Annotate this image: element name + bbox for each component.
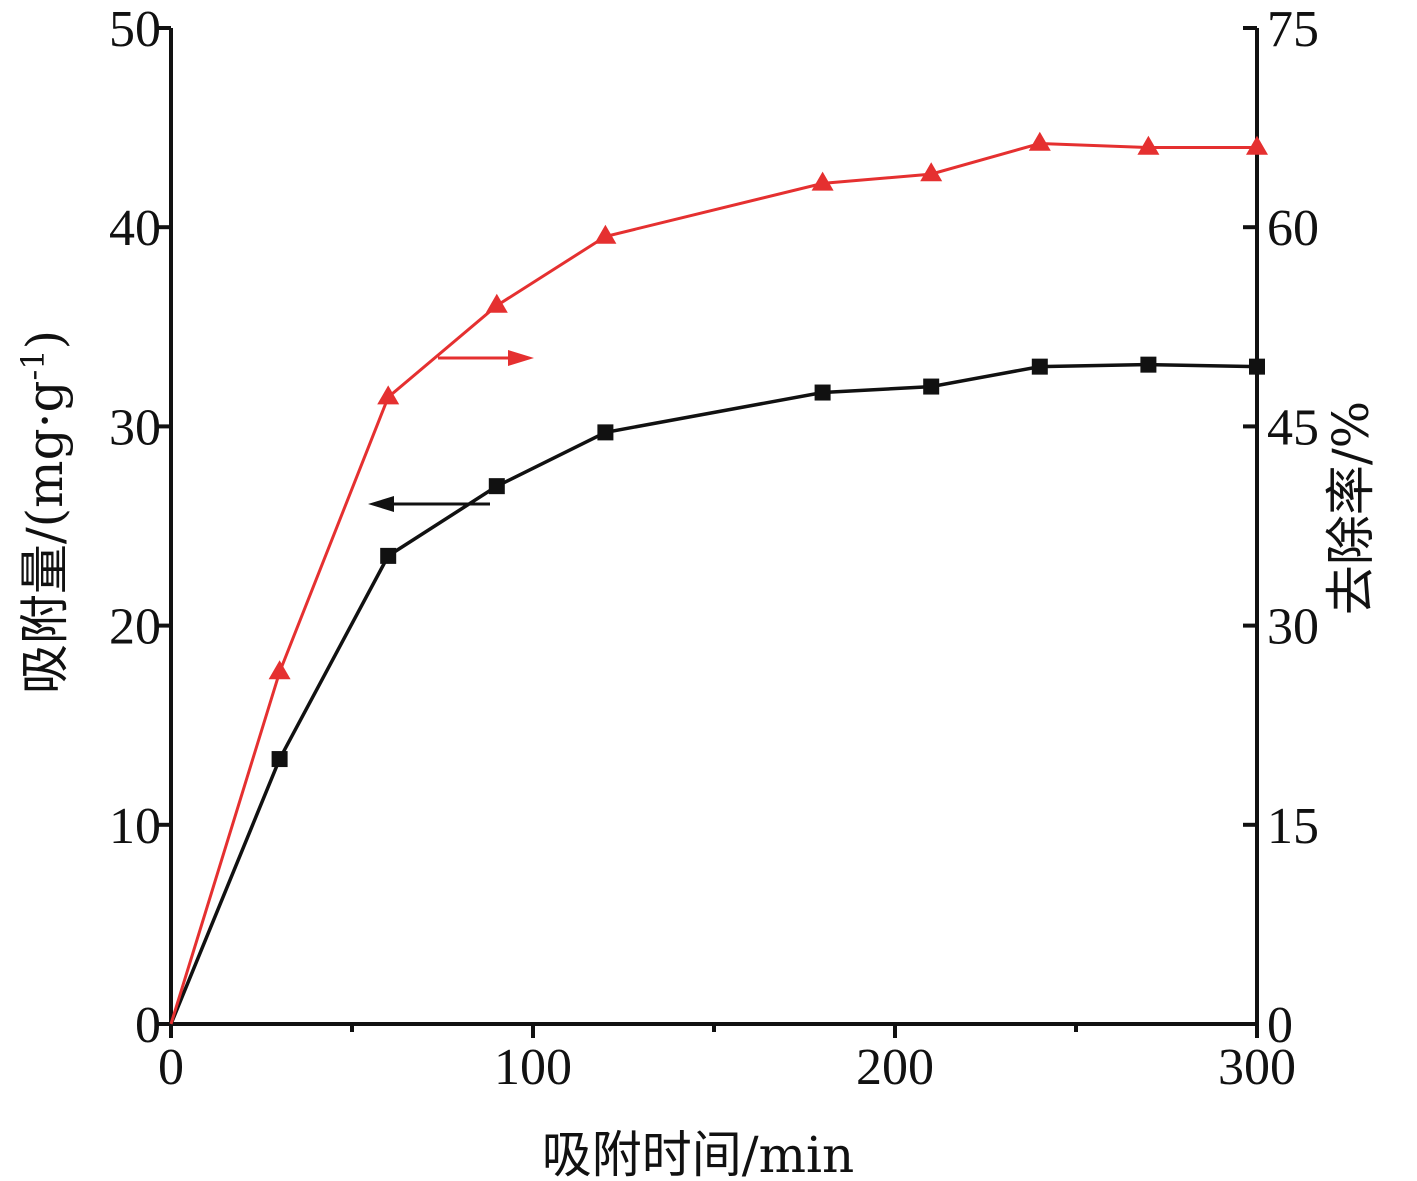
- x-axis-title: 吸附时间/min: [542, 1126, 854, 1181]
- left-y-tick-label: 20: [109, 599, 161, 656]
- data-point-triangle: [268, 660, 291, 680]
- data-point-triangle: [1028, 131, 1051, 151]
- right-y-tick-label: 30: [1267, 599, 1319, 656]
- data-point-square: [1249, 358, 1265, 375]
- data-point-square: [1031, 358, 1048, 375]
- series-indicator-arrows: [368, 350, 534, 512]
- data-point-square: [1140, 356, 1157, 373]
- data-point-square: [923, 378, 940, 395]
- data-point-triangle: [811, 171, 834, 191]
- right-y-tick-label: 60: [1267, 200, 1319, 257]
- right-y-tick-label: 45: [1267, 399, 1319, 456]
- data-point-square: [814, 384, 831, 401]
- left-y-axis-title-superscript: -1: [14, 349, 52, 380]
- right-y-tick-label: 15: [1267, 798, 1319, 855]
- left-axis-arrow-head: [368, 496, 394, 512]
- x-tick-label: 100: [494, 1039, 572, 1096]
- series-line-left: [169, 362, 1258, 1025]
- data-point-square: [597, 424, 614, 441]
- x-tick-label: 300: [1218, 1039, 1296, 1096]
- data-point-triangle: [594, 224, 617, 244]
- data-point-triangle: [1246, 135, 1268, 155]
- x-tick-label: 200: [856, 1039, 934, 1096]
- left-y-tick-label: 50: [109, 1, 161, 58]
- left-y-axis-title: 吸附量/(mg·g-1): [14, 330, 74, 694]
- axes: [169, 28, 1259, 1026]
- data-point-square: [488, 478, 505, 495]
- left-y-tick-label: 10: [109, 798, 161, 855]
- series-line-right: [169, 141, 1257, 1025]
- right-y-axis-title: 去除率/%: [1322, 401, 1380, 615]
- x-tick-label: 0: [158, 1039, 184, 1096]
- left-y-tick-label: 30: [109, 399, 161, 456]
- data-point-square: [271, 751, 288, 768]
- left-y-tick-label: 0: [135, 997, 161, 1054]
- series-layer: [169, 131, 1268, 1025]
- data-point-triangle: [377, 385, 400, 405]
- data-point-triangle: [1137, 135, 1160, 155]
- right-axis-arrow-head: [508, 350, 534, 366]
- data-point-triangle: [920, 162, 943, 182]
- data-point-triangle: [485, 293, 508, 313]
- right-y-tick-label: 0: [1267, 997, 1293, 1054]
- right-y-tick-label: 75: [1267, 1, 1319, 58]
- data-point-square: [380, 547, 397, 564]
- left-y-tick-label: 40: [109, 200, 161, 257]
